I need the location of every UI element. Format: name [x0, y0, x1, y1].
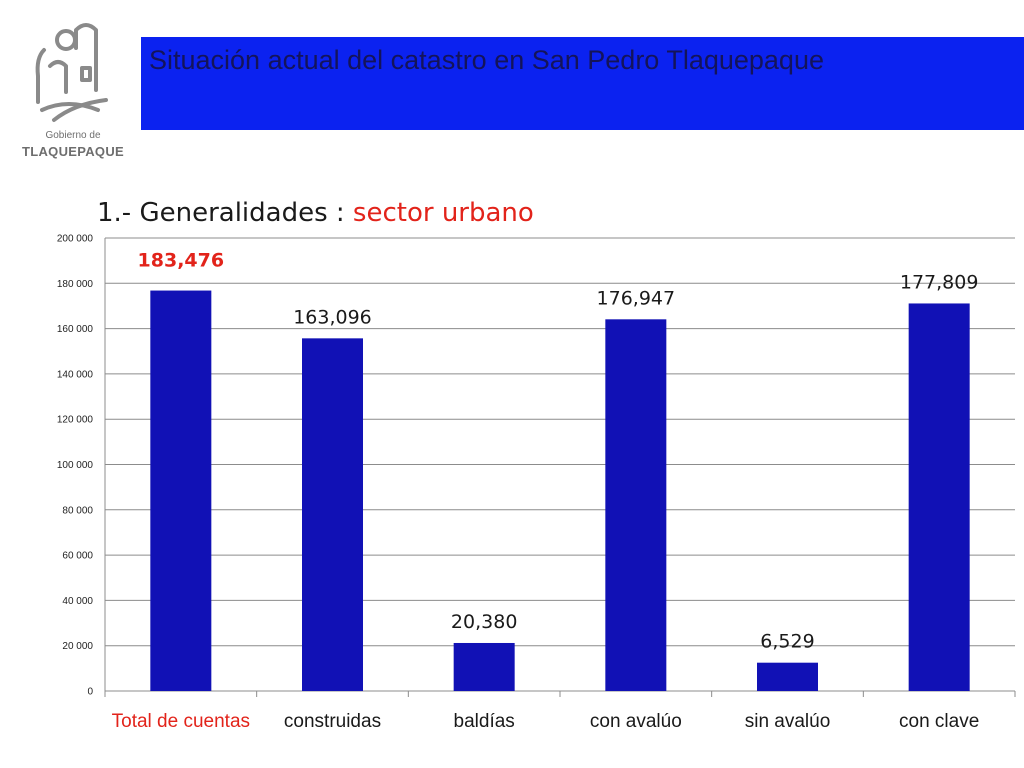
y-tick-label: 200 000 — [57, 234, 94, 245]
x-category-label: baldías — [454, 711, 515, 732]
page-title: Situación actual del catastro en San Ped… — [149, 45, 824, 75]
bar — [302, 338, 363, 691]
section-heading-accent: sector urbano — [352, 198, 534, 228]
y-tick-label: 160 000 — [57, 324, 94, 335]
y-tick-label: 60 000 — [62, 551, 93, 562]
x-category-label: Total de cuentas — [112, 711, 250, 732]
section-heading-prefix: 1.- Generalidades : — [97, 198, 353, 228]
logo-caption-big: TLAQUEPAQUE — [21, 144, 124, 159]
title-bar: Situación actual del catastro en San Ped… — [141, 37, 1024, 130]
data-label: 176,947 — [597, 287, 676, 309]
y-tick-label: 20 000 — [62, 641, 93, 652]
tlaquepaque-logo: Gobierno de TLAQUEPAQUE — [14, 18, 132, 163]
y-tick-label: 80 000 — [62, 505, 93, 516]
y-tick-label: 0 — [87, 687, 93, 698]
tlaquepaque-emblem-icon — [35, 23, 108, 122]
data-label: 183,476 — [138, 250, 225, 272]
data-label: 177,809 — [900, 271, 979, 293]
y-tick-label: 40 000 — [62, 596, 93, 607]
bar — [908, 303, 970, 691]
logo-caption-small: Gobierno de — [45, 130, 101, 141]
bar — [150, 290, 212, 691]
bar — [453, 642, 515, 691]
x-category-label: con clave — [899, 711, 979, 732]
data-label: 163,096 — [293, 306, 372, 328]
y-tick-label: 120 000 — [57, 415, 94, 426]
data-label: 20,380 — [451, 611, 517, 633]
section-heading: 1.- Generalidades : sector urbano — [97, 198, 534, 228]
y-tick-label: 140 000 — [57, 369, 94, 380]
x-category-label: construidas — [284, 711, 381, 732]
bar — [757, 662, 818, 691]
x-category-label: sin avalúo — [745, 711, 831, 732]
data-label: 6,529 — [760, 631, 814, 653]
y-tick-label: 100 000 — [57, 460, 94, 471]
y-tick-label: 180 000 — [57, 279, 94, 290]
x-category-label: con avalúo — [590, 711, 682, 732]
bar — [605, 319, 667, 691]
